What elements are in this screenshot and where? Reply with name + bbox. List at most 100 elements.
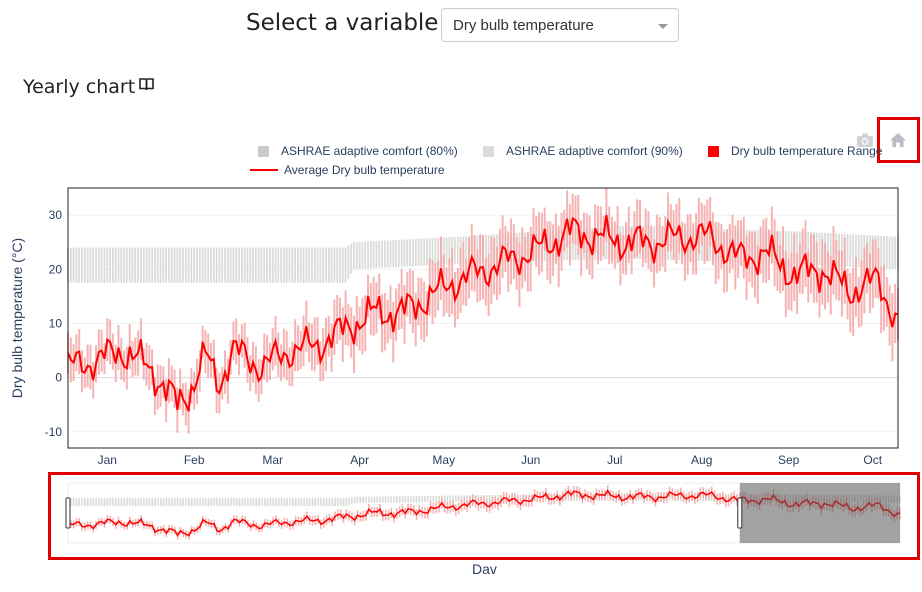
rangeslider-comfort-bar: [435, 495, 438, 503]
comfort-bar: [869, 235, 871, 268]
comfort-bar: [226, 247, 229, 283]
variable-selector-row: Select a variable: Dry bulb temperature: [0, 0, 922, 50]
rangeslider-comfort-bar: [303, 498, 305, 507]
rangeslider-comfort-bar: [365, 496, 367, 503]
rangeslider-comfort-bar: [429, 495, 432, 503]
comfort-bar: [257, 247, 260, 283]
comfort-bar: [291, 247, 294, 283]
rangeslider-comfort-bar: [398, 496, 401, 503]
legend-item-range[interactable]: Dry bulb temperature Range: [708, 144, 882, 158]
book-icon[interactable]: [139, 78, 154, 91]
comfort-bar: [86, 247, 89, 283]
comfort-bar: [316, 247, 319, 283]
rangeslider-comfort-bar: [255, 498, 258, 507]
comfort-bar: [381, 240, 383, 268]
comfort-bar: [414, 238, 417, 267]
rangeslider-comfort-bar: [466, 495, 468, 502]
rangeslider-comfort-bar: [438, 495, 440, 502]
rangeslider-comfort-bar: [210, 498, 213, 507]
rangeslider-comfort-bar: [78, 498, 81, 507]
comfort-bar: [229, 247, 232, 283]
comfort-bar: [103, 247, 106, 283]
comfort-bar: [891, 236, 894, 269]
comfort-bar: [134, 247, 137, 283]
comfort-bar: [894, 236, 897, 270]
rangeslider-comfort-bar: [376, 496, 378, 503]
rangeslider-comfort-bar: [311, 498, 314, 507]
comfort-bar: [406, 239, 409, 267]
y-tick-label: 10: [49, 316, 63, 330]
comfort-bar: [375, 240, 378, 269]
legend-label-comfort-80: ASHRAE adaptive comfort (80%): [281, 144, 458, 158]
rangeslider-comfort-bar: [269, 498, 272, 507]
rangeslider-handle-right[interactable]: [737, 497, 743, 529]
comfort-bar: [417, 238, 420, 266]
rangeslider-comfort-bar: [275, 498, 277, 507]
comfort-bar: [437, 237, 440, 265]
legend-item-comfort-90[interactable]: ASHRAE adaptive comfort (90%): [483, 144, 683, 158]
rangeslider-comfort-bar: [280, 498, 283, 507]
x-tick-label: Apr: [350, 453, 369, 467]
comfort-bar: [224, 247, 226, 283]
rangeslider-comfort-bar: [196, 498, 199, 507]
comfort-bar: [176, 247, 179, 283]
comfort-bar: [283, 247, 285, 283]
comfort-bar: [210, 247, 212, 283]
rangeslider-comfort-bar: [306, 498, 308, 507]
rangeslider-comfort-bar: [575, 493, 578, 501]
comfort-bar: [353, 242, 355, 270]
section-title: Yearly chart: [23, 76, 136, 98]
comfort-bar: [142, 247, 145, 283]
average-line: [67, 214, 899, 412]
comfort-bar: [170, 247, 173, 283]
rangeslider-comfort-bar: [292, 498, 294, 507]
x-tick-label: Jan: [98, 453, 117, 467]
comfort-bar: [221, 247, 224, 283]
legend-item-comfort-80[interactable]: ASHRAE adaptive comfort (80%): [258, 144, 458, 158]
chevron-down-icon[interactable]: [658, 24, 668, 29]
rangeslider-comfort-bar: [126, 498, 128, 507]
rangeslider-comfort-bar: [362, 496, 364, 503]
comfort-bar: [888, 236, 891, 269]
comfort-bar: [383, 240, 386, 268]
rangeslider-handle-left[interactable]: [65, 497, 71, 529]
rangeslider-comfort-bar: [345, 498, 348, 507]
comfort-bar: [243, 247, 246, 283]
home-icon[interactable]: [889, 131, 907, 149]
comfort-bar: [277, 247, 280, 283]
comfort-bar: [218, 247, 221, 283]
x-tick-label: Aug: [691, 453, 712, 467]
comfort-bar: [280, 247, 283, 283]
comfort-bar: [605, 227, 608, 260]
rangeslider-comfort-bar: [171, 498, 173, 507]
rangeslider-comfort-bar: [426, 495, 429, 503]
comfort-bar: [787, 231, 790, 264]
comfort-bar: [369, 241, 372, 269]
comfort-bar: [409, 239, 411, 267]
rangeslider-comfort-bar: [393, 496, 395, 503]
comfort-bar: [465, 236, 468, 264]
variable-dropdown[interactable]: Dry bulb temperature: [441, 8, 679, 42]
rangeslider-comfort-bar: [165, 498, 168, 507]
rangeslider-comfort-bar: [230, 498, 232, 507]
rangeslider-comfort-bar: [573, 493, 575, 501]
comfort-bar: [78, 247, 81, 283]
comfort-bar: [198, 247, 201, 283]
rangeslider-comfort-bar: [233, 498, 235, 507]
comfort-bar: [347, 245, 350, 279]
comfort-bar: [212, 247, 215, 283]
rangeslider-comfort-bar: [342, 498, 345, 507]
rangeslider-comfort-bar: [143, 498, 145, 507]
comfort-bar: [140, 247, 142, 283]
legend-item-average[interactable]: Average Dry bulb temperature: [250, 163, 445, 177]
comfort-bar: [392, 240, 395, 268]
comfort-bar: [156, 247, 159, 283]
rangeslider-comfort-bar: [314, 498, 317, 507]
comfort-bar: [434, 237, 437, 266]
comfort-bar: [885, 236, 888, 269]
comfort-bar: [330, 247, 333, 283]
rangeslider-comfort-bar: [218, 498, 221, 507]
rangeslider-comfort-bar: [154, 498, 156, 507]
camera-icon[interactable]: [856, 131, 874, 149]
y-tick-label: 20: [49, 262, 63, 276]
